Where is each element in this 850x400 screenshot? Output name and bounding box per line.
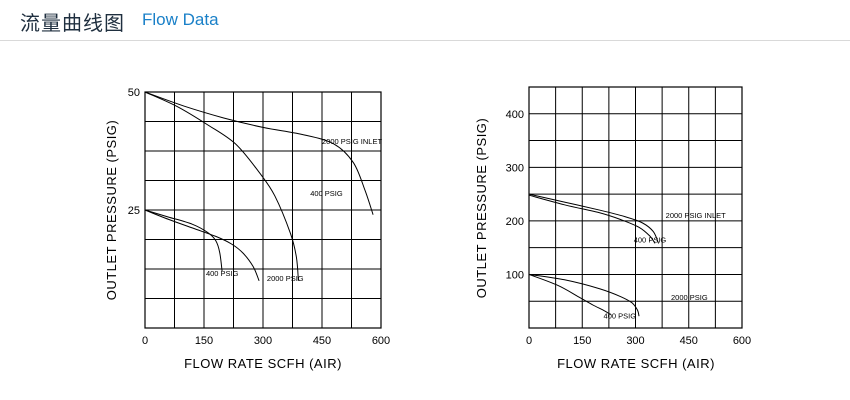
curve-label: 400 PSIG (604, 311, 637, 320)
y-tick-label: 50 (128, 87, 140, 99)
page-title-english: Flow Data (142, 10, 219, 29)
y-tick-label: 100 (506, 269, 524, 281)
x-tick-label: 600 (733, 335, 751, 347)
series-line (144, 91, 299, 281)
series-line (144, 91, 374, 215)
x-tick-label: 450 (680, 335, 698, 347)
curve-label: 2000 PSIG INLET (666, 211, 726, 220)
y-tick-label: 300 (506, 162, 524, 174)
page-title-chinese: 流量曲线图 (20, 11, 125, 35)
curve-label: 2000 PSIG (671, 293, 708, 302)
x-tick-label: 300 (626, 335, 644, 347)
series-line (528, 193, 660, 244)
y-axis-title: OUTLET PRESSURE (PSIG) (474, 118, 489, 299)
x-tick-label: 150 (195, 335, 213, 347)
plot-frame (528, 86, 743, 329)
x-axis-title: FLOW RATE SCFH (AIR) (557, 356, 715, 371)
series-line (528, 273, 611, 316)
x-tick-label: 600 (372, 335, 390, 347)
header-divider (0, 40, 850, 41)
y-tick-label: 200 (506, 216, 524, 228)
curve-label: 2000 PSIG INLET (322, 137, 382, 146)
header: 流量曲线图 Flow Data (0, 0, 850, 40)
x-tick-label: 450 (313, 335, 331, 347)
x-tick-label: 0 (142, 335, 148, 347)
curve-label: 400 PSIG (206, 269, 239, 278)
series-line (144, 209, 260, 281)
curve-label: 400 PSIG (310, 189, 343, 198)
series-line (528, 273, 640, 317)
series-line (528, 194, 656, 244)
y-axis-title: OUTLET PRESSURE (PSIG) (104, 120, 119, 301)
x-tick-label: 300 (254, 335, 272, 347)
curve-label: 2000 PSIG (267, 274, 304, 283)
curve-label: 400 PSIG (634, 235, 667, 244)
x-tick-label: 0 (526, 335, 532, 347)
x-axis-title: FLOW RATE SCFH (AIR) (184, 356, 342, 371)
y-tick-label: 400 (506, 109, 524, 121)
x-tick-label: 150 (573, 335, 591, 347)
y-tick-label: 25 (128, 205, 140, 217)
series-line (144, 209, 223, 272)
